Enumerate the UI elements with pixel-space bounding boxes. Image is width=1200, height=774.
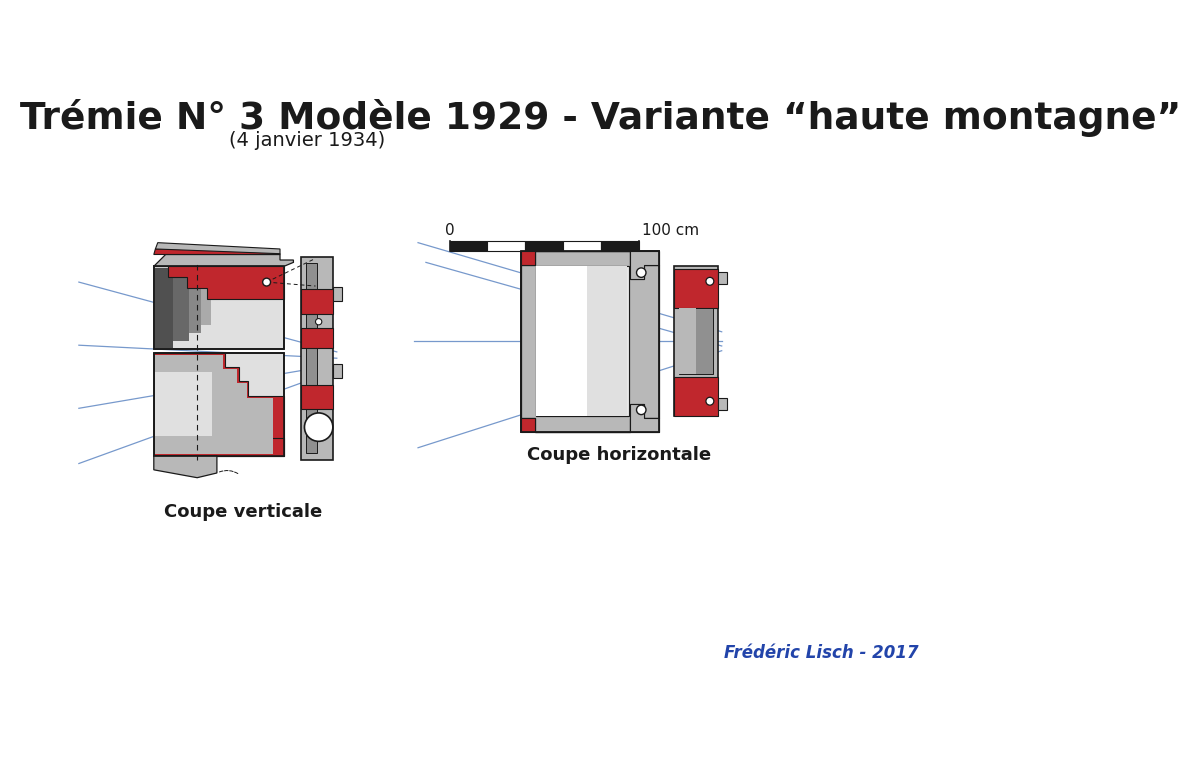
Polygon shape [630,403,659,432]
Bar [301,328,332,348]
Bar [679,308,713,374]
Circle shape [263,278,270,286]
Bar [154,266,284,349]
Circle shape [636,405,646,415]
Bar [563,241,601,251]
Polygon shape [521,251,659,432]
Bar [526,241,563,251]
Bar [154,353,284,456]
Polygon shape [154,255,294,266]
Polygon shape [154,249,280,255]
Polygon shape [521,251,535,265]
Bar [154,353,284,456]
Bar [674,269,718,308]
Polygon shape [155,354,272,454]
Bar [301,385,332,409]
Text: Coupe horizontale: Coupe horizontale [527,446,712,464]
Bar [188,269,202,334]
Text: Frédéric Lisch - 2017: Frédéric Lisch - 2017 [725,644,919,663]
Text: Coupe verticale: Coupe verticale [164,503,323,521]
Bar [306,263,317,454]
Polygon shape [154,456,217,478]
Bar [674,377,718,416]
Polygon shape [535,403,659,432]
Bar [487,241,526,251]
Bar [332,287,342,301]
Bar [674,266,718,416]
Bar [718,398,727,410]
Circle shape [636,268,646,277]
Text: 100 cm: 100 cm [642,223,700,238]
Bar [202,269,210,326]
Bar [210,269,275,346]
Bar [155,354,222,454]
Polygon shape [154,353,284,456]
Bar [679,308,696,374]
Bar [586,266,628,416]
Text: (4 janvier 1934): (4 janvier 1934) [229,131,385,149]
Bar [450,241,487,251]
Polygon shape [154,266,284,300]
Bar [536,266,629,416]
Bar [155,268,173,348]
Circle shape [706,397,714,405]
Bar [154,266,284,349]
Polygon shape [630,251,659,279]
Bar [536,266,587,416]
Circle shape [305,413,332,441]
Bar [601,241,638,251]
Bar [521,251,659,432]
Bar [173,269,188,341]
Circle shape [706,277,714,286]
Bar [536,266,629,416]
Bar [521,251,659,432]
Polygon shape [521,418,535,432]
Polygon shape [535,251,659,279]
Circle shape [316,319,322,325]
Bar [718,272,727,284]
Polygon shape [155,243,280,254]
Bar [154,438,284,456]
Bar [155,372,212,436]
Text: 0: 0 [445,223,455,238]
Bar [332,365,342,378]
Bar [301,257,332,460]
Bar [301,289,332,313]
Text: Trémie N° 3 Modèle 1929 - Variante “haute montagne”: Trémie N° 3 Modèle 1929 - Variante “haut… [19,99,1181,137]
